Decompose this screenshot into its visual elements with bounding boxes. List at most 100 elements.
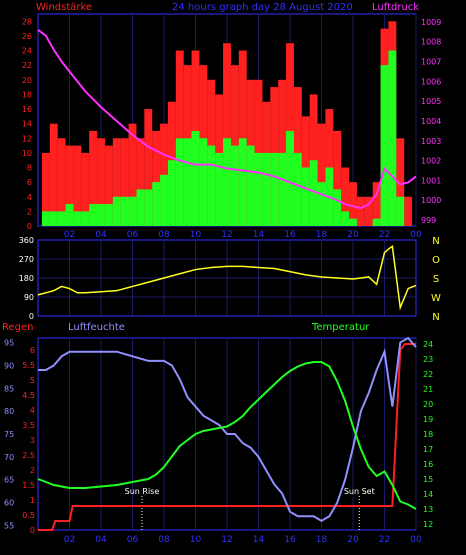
wind-mean-bar [341,211,350,226]
y-right-tick-label: 1004 [421,117,441,126]
compass-label: W [431,293,441,304]
x-tick-label: 14 [253,230,265,240]
humidity-tick-label: 65 [4,476,14,485]
y-right-tick-label: 1001 [421,176,441,185]
humidity-tick-label: 60 [4,499,14,508]
rain-tick-label: 3 [30,436,35,445]
sunrise-label: Sun Rise [125,487,160,496]
wind-mean-bar [167,160,176,226]
wind-mean-bar [238,138,247,226]
y-left-tick-label: 10 [22,149,32,158]
windstaerke-bar [73,145,82,226]
wind-mean-bar [349,218,357,226]
windstaerke-bar [223,43,231,226]
temperature-tick-label: 14 [423,490,433,499]
x-tick-label: 20 [347,535,359,545]
wind-mean-bar [49,211,58,226]
y-left-tick-label: 18 [22,90,32,99]
wind-mean-bar [97,204,105,226]
compass-label: S [433,274,439,285]
temperature-tick-label: 18 [423,430,433,439]
windstaerke-bar [317,123,326,226]
wind-mean-bar [120,196,129,226]
wind-mean-bar [81,211,90,226]
x-tick-label: 10 [190,535,202,545]
wind-mean-bar [73,211,82,226]
x-tick-label: 20 [347,230,359,240]
rain-tick-label: 3.5 [22,421,35,430]
y-left-tick-label: 0 [27,222,32,231]
temperature-tick-label: 24 [423,340,433,349]
x-tick-label: 12 [221,535,232,545]
temperatur-line [37,361,417,510]
wind-mean-bar [144,189,153,226]
y-left-tick-label: 20 [22,76,32,85]
y-left-tick-label: 26 [22,32,32,41]
wind-mean-bar [160,174,168,226]
wind-mean-bar [246,145,255,226]
wind-mean-bar [136,189,145,226]
windstaerke-bar [136,138,145,226]
wind-mean-bar [207,145,216,226]
y-tick-label: 180 [19,274,34,283]
page-title: 24 hours graph day 28 August 2020 [172,2,353,13]
windstaerke-bar [120,138,129,226]
x-tick-label: 14 [253,535,265,545]
wind-mean-bar [89,204,98,226]
wind-mean-bar [372,218,381,226]
windstaerke-bar [57,138,66,226]
x-tick-label: 08 [158,230,170,240]
x-tick-label: 02 [64,535,75,545]
temperature-tick-label: 23 [423,355,433,364]
temperature-tick-label: 15 [423,475,433,484]
y-left-tick-label: 4 [27,193,32,202]
compass-label: N [432,236,439,247]
temperatur-label: Temperatur [311,322,370,333]
wind-mean-bar [309,160,318,226]
y-right-tick-label: 1000 [421,196,441,205]
y-left-tick-label: 8 [27,164,32,173]
windstaerke-bar [333,130,342,226]
y-right-tick-label: 1003 [421,137,441,146]
wind-mean-bar [278,152,287,226]
wind-mean-bar [191,130,200,226]
windstaerke-bar [89,130,98,226]
windstaerke-bar [65,145,74,226]
humidity-tick-label: 90 [4,361,14,370]
rain-tick-label: 2.5 [22,451,35,460]
temperature-tick-label: 13 [423,505,433,514]
wind-mean-bar [57,211,66,226]
x-tick-label: 00 [410,535,422,545]
x-tick-label: 12 [221,230,232,240]
y-left-tick-label: 28 [22,17,32,26]
temperature-tick-label: 20 [423,400,433,409]
luftfeuchte-label: Luftfeuchte [68,322,125,333]
rain-tick-label: 1 [30,496,35,505]
y-right-tick-label: 1002 [421,157,441,166]
wind-mean-bar [380,65,389,226]
x-tick-label: 06 [127,230,139,240]
temperature-tick-label: 16 [423,460,433,469]
wind-mean-bar [333,189,342,226]
windstaerke-bar [104,145,113,226]
sunset-label: Sun Set [344,487,375,496]
x-tick-label: 04 [95,230,107,240]
y-right-tick-label: 1007 [421,58,441,67]
x-tick-label: 22 [379,230,390,240]
wind-mean-bar [152,182,161,226]
windstaerke-bar [97,138,105,226]
rain-tick-label: 1.5 [22,481,35,490]
wind-mean-bar [254,152,263,226]
y-right-tick-label: 1006 [421,77,441,86]
wind-mean-bar [41,211,50,226]
x-tick-label: 00 [410,230,422,240]
humidity-tick-label: 70 [4,453,14,462]
wind-mean-bar [388,50,397,226]
regen-label: Regen [2,322,34,333]
humidity-tick-label: 95 [4,339,14,348]
y-tick-label: 270 [19,255,34,264]
wind-mean-bar [286,130,294,226]
y-left-tick-label: 14 [22,120,32,129]
y-tick-label: 0 [29,312,34,321]
